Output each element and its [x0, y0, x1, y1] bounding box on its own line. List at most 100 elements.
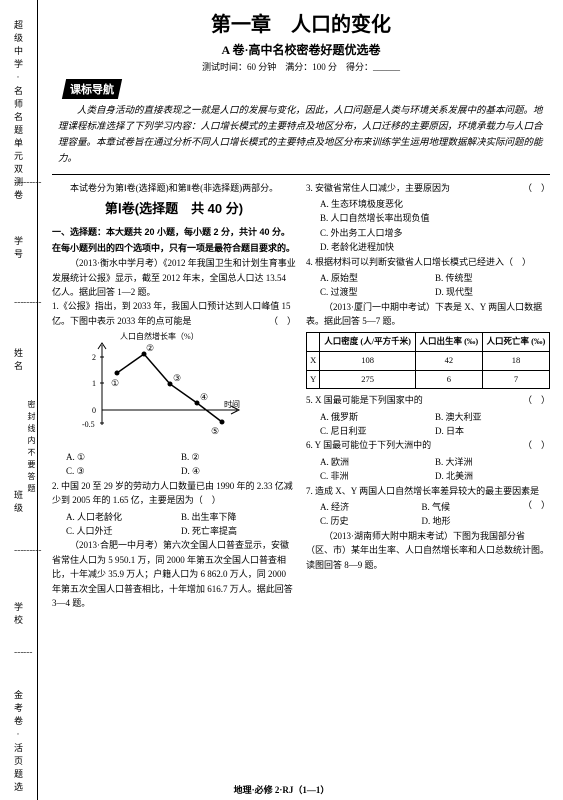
q7-opt-d: D. 地形	[421, 514, 522, 528]
q6-opt-a: A. 欧洲	[320, 455, 435, 469]
sidebar-dots: ┆┆┆	[14, 548, 41, 553]
context-4: （2013·湖南师大附中期末考试）下图为我国部分省（区、市）某年出生率、人口自然…	[306, 529, 550, 572]
chart-xlabel: 时间	[224, 399, 240, 409]
question-7: 7. 造成 X、Y 两国人口自然增长率差异较大的最主要因素是 （ ）	[306, 484, 550, 498]
q7-opt-c: C. 历史	[320, 514, 421, 528]
cell: 108	[320, 352, 415, 371]
question-1: 1.《公报》指出，到 2033 年，我国人口预计达到人口峰值 15 亿。下图中表…	[52, 299, 296, 328]
kebiao-text: 课标导航	[70, 81, 114, 97]
q2-opt-a: A. 人口老龄化	[66, 510, 181, 524]
th-death: 人口死亡率 (‰)	[482, 333, 549, 352]
q6-text: 6. Y 国最可能位于下列大洲中的	[306, 440, 431, 450]
pt-1	[115, 371, 120, 376]
left-column: 本试卷分为第Ⅰ卷(选择题)和第Ⅱ卷(非选择题)两部分。 第Ⅰ卷(选择题 共 40…	[52, 181, 296, 611]
th-density: 人口密度 (人/平方千米)	[320, 333, 415, 352]
answer-blank: （ ）	[523, 393, 550, 407]
instruction-i: 一、选择题：本大题共 20 小题，每小题 2 分，共计 40 分。在每小题列出的…	[52, 224, 296, 256]
q1-options: A. ① B. ② C. ③ D. ④	[52, 450, 296, 479]
sidebar-text-3: 姓名	[12, 348, 25, 374]
sidebar-dots: ┆┆┆	[14, 300, 41, 305]
context-2: （2013·合肥一中月考）第六次全国人口普查显示，安徽省常住人口为 5 950.…	[52, 538, 296, 610]
chart-ylabel: 人口自然增长率（%）	[120, 331, 199, 341]
sidebar-dots: ┆┆┆	[14, 180, 41, 185]
ytick-0: 0	[92, 406, 96, 415]
pt3-label: ③	[173, 373, 181, 383]
cell: 6	[415, 370, 482, 389]
q4-options: A. 原始型 B. 传统型 C. 过渡型 D. 现代型	[306, 271, 550, 300]
q1-opt-b: B. ②	[181, 450, 296, 464]
q2-opt-d: D. 死亡率提高	[181, 524, 296, 538]
ytick-m05: -0.5	[82, 420, 95, 429]
pt-3	[168, 382, 173, 387]
pt2-label: ②	[146, 343, 154, 353]
q5-opt-b: B. 澳大利亚	[435, 410, 550, 424]
ytick-2: 2	[92, 353, 96, 362]
q3-text: 3. 安徽省常住人口减少，主要原因为	[306, 183, 450, 193]
q1-text: 1.《公报》指出，到 2033 年，我国人口预计达到人口峰值 15 亿。下图中表…	[52, 301, 291, 325]
q6-opt-d: D. 北美洲	[435, 469, 550, 483]
cell-y: Y	[307, 370, 320, 389]
sidebar-text-1: 超级中学·名师名题单元双测卷	[12, 20, 25, 203]
pt-5	[220, 420, 225, 425]
question-3: 3. 安徽省常住人口减少，主要原因为 （ ）	[306, 181, 550, 195]
sidebar-text-5: 班级	[12, 490, 25, 516]
q1-opt-c: C. ③	[66, 464, 181, 478]
section-i-title: 第Ⅰ卷(选择题 共 40 分)	[52, 199, 296, 220]
cell-x: X	[307, 352, 320, 371]
prelude-text: 本试卷分为第Ⅰ卷(选择题)和第Ⅱ卷(非选择题)两部分。	[52, 181, 296, 195]
answer-blank: （ ）	[523, 438, 550, 452]
q5-opt-d: D. 日本	[435, 424, 550, 438]
ytick-1: 1	[92, 379, 96, 388]
q4-opt-b: B. 传统型	[435, 271, 550, 285]
table-row: Y 275 6 7	[307, 370, 550, 389]
question-5: 5. X 国最可能是下列国家中的 （ ）	[306, 393, 550, 407]
page-subtitle: A 卷·高中名校密卷好题优选卷	[52, 41, 550, 58]
left-sidebar: 超级中学·名师名题单元双测卷 学号 姓名 密封线内不要答题 班级 学校 金考卷·…	[4, 0, 38, 800]
q6-opt-c: C. 非洲	[320, 469, 435, 483]
q3-opt-b: B. 人口自然增长率出现负值	[320, 211, 550, 225]
cell: 18	[482, 352, 549, 371]
sidebar-dots: ┆┆	[14, 650, 32, 655]
kebiao-badge: 课标导航	[62, 79, 122, 99]
q1-opt-d: D. ④	[181, 464, 296, 478]
chart-growth-rate: 人口自然增长率（%） 2 1 0 -0.5 ① ②	[72, 330, 252, 450]
chart-line	[117, 354, 222, 422]
page-footer: 地理·必修 2·RJ（1—1）	[0, 783, 563, 796]
question-6: 6. Y 国最可能位于下列大洲中的 （ ）	[306, 438, 550, 452]
q3-opt-a: A. 生态环境极度恶化	[320, 197, 550, 211]
th-blank	[307, 333, 320, 352]
page-content: 第一章 人口的变化 A 卷·高中名校密卷好题优选卷 测试时间：60 分钟 满分：…	[46, 0, 556, 610]
divider	[52, 174, 550, 175]
context-3: （2013·厦门一中期中考试）下表是 X、Y 两国人口数据表。据此回答 5—7 …	[306, 300, 550, 329]
sidebar-text-6: 学校	[12, 602, 25, 628]
q2-options: A. 人口老龄化 B. 出生率下降 C. 人口外迁 D. 死亡率提高	[52, 510, 296, 539]
q6-options: A. 欧洲 B. 大洋洲 C. 非洲 D. 北美洲	[306, 455, 550, 484]
q5-text: 5. X 国最可能是下列国家中的	[306, 395, 423, 405]
sidebar-text-2: 学号	[12, 236, 25, 262]
question-2: 2. 中国 20 至 29 岁的劳动力人口数量已由 1990 年的 2.33 亿…	[52, 479, 296, 508]
q4-opt-d: D. 现代型	[435, 285, 550, 299]
intro-text: 人类自身活动的直接表现之一就是人口的发展与变化，因此，人口问题是人类与环境关系发…	[52, 103, 550, 168]
answer-blank: （ ）	[523, 181, 550, 195]
two-column-body: 本试卷分为第Ⅰ卷(选择题)和第Ⅱ卷(非选择题)两部分。 第Ⅰ卷(选择题 共 40…	[52, 181, 550, 611]
q5-opt-c: C. 尼日利亚	[320, 424, 435, 438]
q2-opt-b: B. 出生率下降	[181, 510, 296, 524]
pt5-label: ⑤	[211, 426, 219, 436]
q4-opt-c: C. 过渡型	[320, 285, 435, 299]
context-1: （2013·衡水中学月考）《2012 年我国卫生和计划生育事业发展统计公报》显示…	[52, 256, 296, 299]
th-birth: 人口出生率 (‰)	[415, 333, 482, 352]
xy-data-table: 人口密度 (人/平方千米) 人口出生率 (‰) 人口死亡率 (‰) X 108 …	[306, 332, 550, 389]
q5-options: A. 俄罗斯 B. 澳大利亚 C. 尼日利亚 D. 日本	[306, 410, 550, 439]
sidebar-text-4: 密封线内不要答题	[26, 400, 37, 496]
q3-opt-d: D. 老龄化进程加快	[320, 240, 550, 254]
answer-blank: （ ）	[523, 498, 550, 512]
table-row: X 108 42 18	[307, 352, 550, 371]
right-column: 3. 安徽省常住人口减少，主要原因为 （ ） A. 生态环境极度恶化 B. 人口…	[306, 181, 550, 611]
pt-4	[195, 401, 200, 406]
q3-opt-c: C. 外出务工人口增多	[320, 226, 550, 240]
cell: 42	[415, 352, 482, 371]
table-header-row: 人口密度 (人/平方千米) 人口出生率 (‰) 人口死亡率 (‰)	[307, 333, 550, 352]
page-title: 第一章 人口的变化	[52, 8, 550, 37]
sidebar-text-7: 金考卷·活页题选	[12, 690, 25, 795]
pt1-label: ①	[111, 378, 119, 388]
